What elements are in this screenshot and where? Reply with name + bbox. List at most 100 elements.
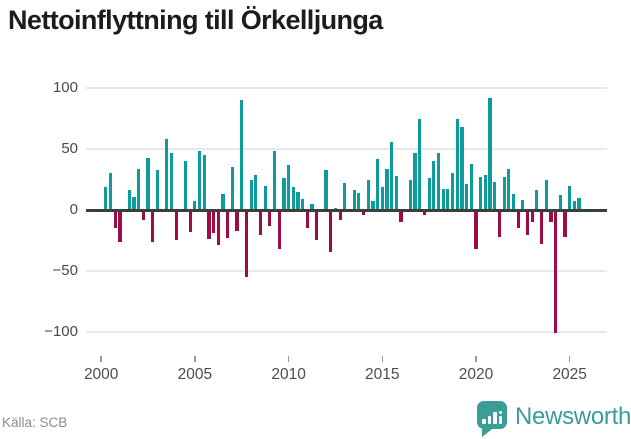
x-tick-2000 [100,356,102,362]
y-tick-label-50: 50 [61,140,78,157]
bar-2024-q4 [563,211,567,237]
x-tick-2020 [475,356,477,362]
bar-2007-q3 [240,100,244,210]
x-tick-label-2010: 2010 [271,366,306,383]
page-title: Nettoinflyttning till Örkelljunga [8,5,383,35]
x-tick-label-2025: 2025 [552,366,587,383]
bar-2009-q3 [277,211,281,249]
bar-2006-q1 [212,211,216,233]
x-tick-2025 [568,356,571,362]
bar-2005-q1 [193,201,197,210]
x-tick-2015 [381,356,384,362]
bar-2000-q2 [104,186,108,210]
bar-2008-q4 [263,185,267,210]
bar-2009-q4 [282,178,286,210]
bar-2023-q4 [544,179,548,210]
bar-2025-q1 [568,185,572,210]
bar-2018-q2 [441,189,445,210]
gridline-100 [86,87,607,89]
bar-2012-q4 [338,211,342,220]
bar-2017-q4 [432,161,436,210]
bar-2001-q4 [132,196,136,210]
bar-2025-q2 [572,201,576,210]
bar-2010-q3 [296,191,300,210]
bar-2024-q1 [549,211,553,222]
bar-2003-q1 [155,169,159,210]
bar-2009-q1 [268,211,272,226]
bar-2017-q1 [418,118,422,210]
bar-2002-q2 [141,211,145,220]
x-tick-label-2020: 2020 [458,366,494,383]
bar-2007-q4 [244,211,249,277]
bar-2014-q3 [371,201,375,210]
bar-2024-q2 [554,211,558,333]
bar-2001-q3 [127,190,131,210]
bar-2003-q3 [165,139,169,210]
x-tick-2010 [287,356,290,362]
bar-2005-q4 [207,211,211,240]
bar-2001-q1 [118,211,122,242]
bar-2017-q2 [422,211,427,215]
bar-2002-q4 [151,211,155,242]
bar-2020-q2 [479,177,483,210]
bar-2019-q4 [469,163,473,210]
bar-2007-q2 [235,211,239,231]
bar-2006-q4 [226,211,230,238]
bar-2010-q1 [287,164,291,210]
bar-2023-q2 [535,190,539,210]
bar-2023-q1 [530,211,534,222]
bar-2010-q2 [291,186,295,210]
newsworthy-logo[interactable]: Newsworthy [477,400,631,438]
bar-2005-q2 [197,151,202,210]
bar-2007-q1 [230,167,234,210]
bar-2015-q4 [394,175,398,210]
bar-2016-q1 [399,211,403,222]
bar-2011-q2 [310,203,314,210]
gridline--100 [86,331,607,333]
bar-2004-q1 [174,211,178,241]
bar-2022-q1 [511,194,516,210]
bar-2019-q2 [460,127,464,210]
x-tick-label-2000: 2000 [83,366,119,383]
bar-2011-q1 [305,211,309,229]
bar-2008-q2 [254,174,258,210]
bar-2019-q3 [465,184,469,210]
bar-2006-q2 [216,211,220,246]
exclamation-icon [498,410,502,424]
bar-2014-q1 [361,211,366,215]
bar-2015-q3 [390,141,394,210]
bar-2012-q2 [329,211,333,253]
bar-2018-q3 [446,189,450,210]
bar-2022-q2 [516,211,520,229]
gridline--50 [86,270,607,272]
bar-2016-q3 [408,179,412,210]
bar-2013-q4 [357,192,361,210]
bar-2015-q2 [385,168,389,210]
zero-axis-line [86,209,607,212]
x-tick-label-2005: 2005 [177,366,213,383]
gridline-50 [86,148,607,150]
bar-2000-q4 [113,211,117,229]
bar-2004-q3 [183,161,188,210]
chart-area: 100 50 0 −50 −100 2000 2005 2010 2015 2020 2025 [44,79,607,383]
plot-area [86,80,607,380]
bar-2015-q1 [380,186,384,210]
y-tick-label--50: −50 [52,262,78,279]
bar-2005-q3 [202,155,206,210]
bar-2012-q3 [333,207,338,210]
bar-2025-q3 [577,197,581,210]
bar-2010-q4 [301,199,305,210]
bar-2006-q3 [221,194,225,210]
bar-2000-q3 [108,173,113,210]
brand-wordmark: Newsworthy [515,403,631,430]
bar-2016-q4 [413,152,417,210]
badge-tail [482,429,492,437]
bar-2022-q4 [525,211,530,236]
bar-2008-q3 [258,211,263,236]
bar-2020-q1 [474,211,478,249]
bar-2020-q3 [483,174,487,210]
y-tick-label--100: −100 [44,323,78,340]
bar-2011-q3 [315,211,319,241]
source-note: Källa: SCB [2,415,68,430]
bar-2012-q1 [324,169,328,210]
